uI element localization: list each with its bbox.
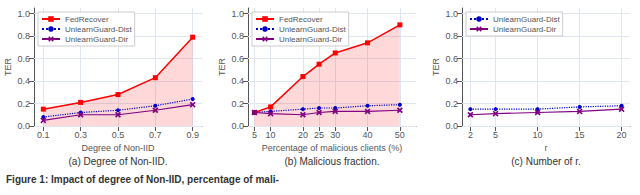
- svg-text:Degree of Non-IID: Degree of Non-IID: [81, 143, 155, 153]
- svg-text:r: r: [545, 143, 548, 153]
- svg-text:10: 10: [533, 130, 543, 140]
- svg-text:UnlearnGuard-Dist: UnlearnGuard-Dist: [65, 25, 132, 34]
- svg-text:0.3: 0.3: [74, 130, 87, 140]
- svg-text:0.4: 0.4: [445, 76, 458, 86]
- svg-text:0.7: 0.7: [149, 130, 162, 140]
- svg-text:1.0: 1.0: [445, 9, 458, 19]
- svg-text:0.0: 0.0: [231, 121, 244, 131]
- svg-text:UnlearnGuard-Dir: UnlearnGuard-Dir: [279, 35, 342, 44]
- svg-text:1.0: 1.0: [17, 9, 30, 19]
- svg-text:5: 5: [252, 130, 257, 140]
- svg-text:UnlearnGuard-Dist: UnlearnGuard-Dist: [279, 25, 346, 34]
- svg-text:UnlearnGuard-Dist: UnlearnGuard-Dist: [493, 15, 560, 24]
- svg-text:0.2: 0.2: [445, 99, 458, 109]
- svg-text:TER: TER: [217, 57, 227, 76]
- svg-text:TER: TER: [3, 57, 13, 76]
- svg-text:5: 5: [493, 130, 498, 140]
- svg-text:0.9: 0.9: [186, 130, 199, 140]
- svg-text:FedRecover: FedRecover: [279, 15, 323, 24]
- svg-text:UnlearnGuard-Dir: UnlearnGuard-Dir: [493, 25, 556, 34]
- svg-text:0.6: 0.6: [231, 54, 244, 64]
- svg-text:(c) Number of r.: (c) Number of r.: [511, 156, 580, 167]
- svg-text:20: 20: [617, 130, 627, 140]
- svg-text:50: 50: [395, 130, 405, 140]
- svg-text:Figure 1: Impact of degree of: Figure 1: Impact of degree of Non-IID, p…: [6, 174, 279, 185]
- svg-text:2: 2: [468, 130, 473, 140]
- svg-text:(b) Malicious fraction.: (b) Malicious fraction.: [284, 156, 379, 167]
- svg-text:0.6: 0.6: [445, 54, 458, 64]
- svg-text:1.0: 1.0: [231, 9, 244, 19]
- svg-text:0.6: 0.6: [17, 54, 30, 64]
- svg-text:0.0: 0.0: [445, 121, 458, 131]
- svg-text:UnlearnGuard-Dir: UnlearnGuard-Dir: [65, 35, 128, 44]
- svg-text:10: 10: [266, 130, 276, 140]
- svg-text:0.8: 0.8: [445, 31, 458, 41]
- svg-text:30: 30: [330, 130, 340, 140]
- svg-text:(a) Degree of Non-IID.: (a) Degree of Non-IID.: [69, 156, 168, 167]
- svg-text:25: 25: [314, 130, 324, 140]
- svg-text:0.1: 0.1: [37, 130, 50, 140]
- svg-text:20: 20: [298, 130, 308, 140]
- svg-text:0.5: 0.5: [112, 130, 125, 140]
- svg-text:Percentage of malicious client: Percentage of malicious clients (%): [262, 143, 403, 153]
- svg-text:0.4: 0.4: [17, 76, 30, 86]
- svg-text:0.2: 0.2: [17, 99, 30, 109]
- svg-text:15: 15: [575, 130, 585, 140]
- svg-text:0.8: 0.8: [17, 31, 30, 41]
- svg-text:TER: TER: [431, 57, 441, 76]
- svg-text:40: 40: [363, 130, 373, 140]
- svg-text:0.4: 0.4: [231, 76, 244, 86]
- svg-text:0.0: 0.0: [17, 121, 30, 131]
- svg-text:0.8: 0.8: [231, 31, 244, 41]
- svg-text:FedRecover: FedRecover: [65, 15, 109, 24]
- svg-text:0.2: 0.2: [231, 99, 244, 109]
